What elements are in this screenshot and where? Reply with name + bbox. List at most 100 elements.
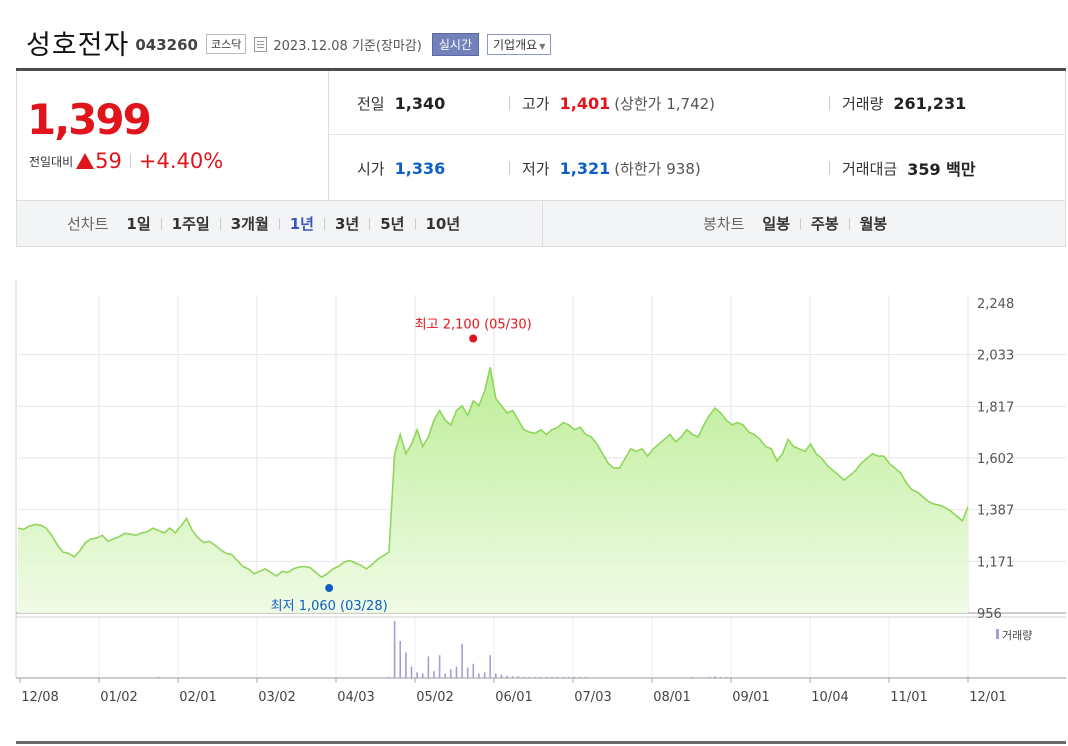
volume-bar <box>258 677 261 678</box>
volume-bar <box>562 676 565 678</box>
volume-bar <box>95 677 98 678</box>
stat-amount: 거래대금 359 백만 <box>829 136 976 200</box>
volume-bar <box>213 677 216 678</box>
volume-bar <box>821 677 823 678</box>
stock-code: 043260 <box>135 36 198 54</box>
y-tick-label: 1,171 <box>977 555 1014 570</box>
volume-bar <box>45 677 47 678</box>
candle-chart-label: 봉차트 <box>703 215 745 233</box>
volume-bar <box>843 677 846 678</box>
volume-bar <box>871 677 874 678</box>
volume-bar <box>466 667 469 678</box>
volume-bar <box>461 643 463 678</box>
volume-bar <box>444 673 446 678</box>
stat-amount-value: 359 백만 <box>907 160 976 179</box>
volume-bar <box>635 677 638 678</box>
company-overview-button[interactable]: 기업개요 ▼ <box>487 33 552 55</box>
volume-bar <box>34 677 36 678</box>
stat-volume-value: 261,231 <box>893 93 967 113</box>
period-1y[interactable]: 1년 <box>289 215 314 233</box>
candle-weekly[interactable]: 주봉 <box>811 215 839 233</box>
up-arrow-icon <box>76 153 95 169</box>
period-separator <box>160 217 162 230</box>
period-10y[interactable]: 10년 <box>425 215 461 233</box>
volume-bar <box>590 677 593 678</box>
volume-bar <box>517 676 520 678</box>
volume-bar <box>776 677 778 678</box>
candle-monthly[interactable]: 월봉 <box>859 215 888 233</box>
volume-bar <box>759 677 761 678</box>
volume-bar <box>56 677 59 678</box>
change-row: 전일대비 59 +4.40% <box>29 149 223 173</box>
volume-bar <box>84 677 87 678</box>
volume-bar <box>264 677 267 678</box>
volume-bar <box>124 677 126 678</box>
volume-bar <box>697 677 699 678</box>
volume-bar <box>781 677 784 678</box>
market-badge: 코스닥 <box>206 34 247 54</box>
price-line <box>17 367 969 579</box>
volume-bar <box>22 677 25 678</box>
volume-bar <box>393 621 396 678</box>
volume-bar <box>472 663 475 679</box>
volume-bar <box>360 677 362 678</box>
volume-bar <box>79 677 81 678</box>
volume-bar <box>337 677 340 678</box>
volume-bar <box>219 677 222 678</box>
volume-bar <box>961 677 964 678</box>
stock-header: 성호전자 043260 코스닥 2023.12.08 기준(장마감) 실시간 기… <box>26 22 552 62</box>
volume-bar <box>343 677 345 678</box>
volume-bar <box>748 677 750 678</box>
volume-bar <box>39 677 42 678</box>
volume-bar <box>287 677 289 678</box>
volume-bar <box>377 677 379 678</box>
stat-low-value: 1,321 <box>559 158 611 178</box>
high-label: 최고 2,100 (05/30) <box>415 318 532 333</box>
period-separator <box>414 217 416 230</box>
volume-bar <box>534 676 536 678</box>
current-price: 1,399 <box>27 95 152 144</box>
volume-bar <box>950 677 952 678</box>
volume-bar <box>967 676 969 678</box>
volume-bar <box>73 677 75 678</box>
volume-bar <box>703 677 705 678</box>
volume-bar <box>320 677 323 678</box>
stat-low-label: 저가 <box>522 159 550 178</box>
volume-bar <box>90 677 92 678</box>
volume-bar <box>225 677 227 678</box>
volume-bar <box>866 677 868 678</box>
volume-bar <box>669 677 671 678</box>
volume-bar <box>292 677 295 678</box>
x-tick-label: 10/04 <box>811 690 848 705</box>
volume-bar <box>849 677 851 678</box>
y-tick-label: 956 <box>977 607 1002 622</box>
volume-bar <box>770 677 773 678</box>
volume-bar <box>247 677 250 678</box>
volume-bar <box>691 676 694 678</box>
candle-daily[interactable]: 일봉 <box>762 215 791 233</box>
x-tick-label: 12/01 <box>969 690 1006 705</box>
volume-legend-swatch <box>996 629 999 639</box>
stat-upper-limit: (상한가 1,742) <box>614 94 716 113</box>
volume-bar <box>540 676 542 678</box>
period-1w[interactable]: 1주일 <box>171 215 210 233</box>
period-3m[interactable]: 3개월 <box>230 215 269 233</box>
period-3y[interactable]: 3년 <box>335 215 360 233</box>
base-date: 2023.12.08 기준(장마감) <box>273 39 422 54</box>
volume-bar <box>714 676 716 678</box>
volume-bar <box>28 677 30 678</box>
volume-bar <box>303 677 306 678</box>
volume-bar <box>208 677 210 678</box>
volume-bar <box>202 677 205 678</box>
price-panel: 1,399 전일대비 59 +4.40% <box>16 71 329 200</box>
volume-bar <box>354 677 357 678</box>
realtime-button[interactable]: 실시간 <box>431 32 480 56</box>
volume-bar <box>652 677 654 678</box>
stock-name: 성호전자 <box>26 29 130 61</box>
volume-bar <box>804 677 806 678</box>
period-5y[interactable]: 5년 <box>380 215 405 233</box>
period-1d[interactable]: 1일 <box>126 215 151 233</box>
volume-bar <box>877 677 879 678</box>
volume-bar <box>585 676 587 678</box>
volume-bar <box>152 677 154 678</box>
